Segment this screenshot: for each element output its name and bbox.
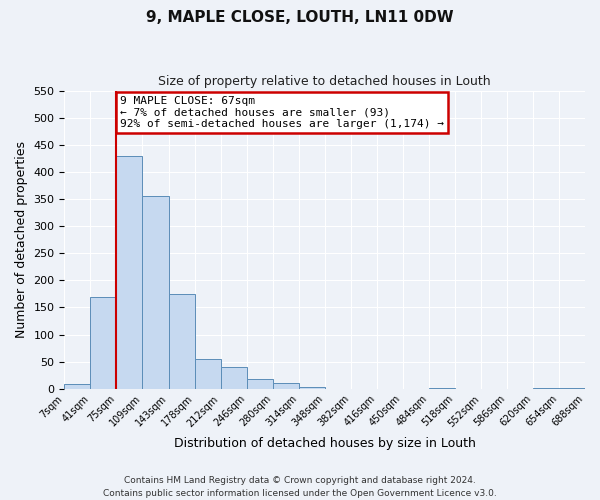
Bar <box>299 387 325 389</box>
Bar <box>194 359 221 389</box>
Text: Contains HM Land Registry data © Crown copyright and database right 2024.
Contai: Contains HM Land Registry data © Crown c… <box>103 476 497 498</box>
Bar <box>169 294 194 389</box>
Bar <box>221 367 247 389</box>
Text: 9, MAPLE CLOSE, LOUTH, LN11 0DW: 9, MAPLE CLOSE, LOUTH, LN11 0DW <box>146 10 454 25</box>
Bar <box>142 196 169 389</box>
Title: Size of property relative to detached houses in Louth: Size of property relative to detached ho… <box>158 75 491 88</box>
Bar <box>429 388 455 389</box>
Bar <box>247 379 272 389</box>
Bar <box>272 384 299 389</box>
Bar <box>559 388 585 389</box>
Bar <box>116 156 142 389</box>
Bar <box>533 388 559 389</box>
Y-axis label: Number of detached properties: Number of detached properties <box>15 141 28 338</box>
X-axis label: Distribution of detached houses by size in Louth: Distribution of detached houses by size … <box>174 437 476 450</box>
Text: 9 MAPLE CLOSE: 67sqm
← 7% of detached houses are smaller (93)
92% of semi-detach: 9 MAPLE CLOSE: 67sqm ← 7% of detached ho… <box>121 96 445 129</box>
Bar <box>64 384 91 389</box>
Bar <box>91 296 116 389</box>
